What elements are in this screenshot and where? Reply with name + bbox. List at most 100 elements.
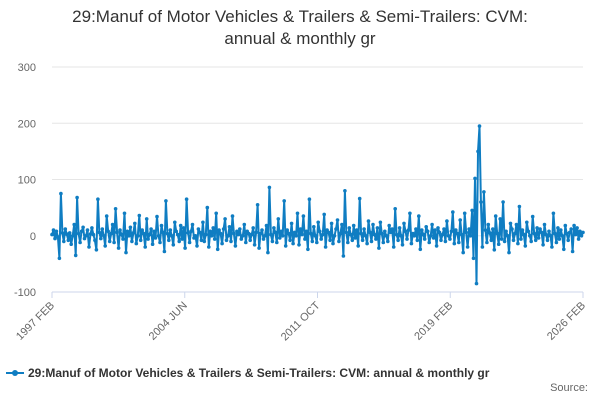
data-point bbox=[539, 230, 544, 235]
data-point bbox=[433, 228, 437, 232]
data-point bbox=[164, 199, 168, 203]
data-point bbox=[405, 237, 409, 241]
data-point bbox=[522, 232, 526, 237]
data-point bbox=[128, 225, 133, 230]
data-point bbox=[93, 238, 97, 243]
data-point bbox=[278, 236, 282, 240]
data-point bbox=[187, 240, 192, 245]
source-label: Source: bbox=[550, 382, 588, 394]
chart-title: 29:Manuf of Motor Vehicles & Trailers & … bbox=[72, 7, 528, 48]
data-point bbox=[51, 228, 56, 232]
data-point bbox=[79, 229, 84, 234]
data-point bbox=[91, 232, 96, 237]
data-point bbox=[381, 240, 386, 245]
data-point bbox=[383, 229, 387, 234]
data-point bbox=[402, 221, 406, 226]
data-point bbox=[227, 225, 232, 229]
data-point bbox=[190, 222, 195, 227]
data-point bbox=[107, 239, 112, 244]
data-point bbox=[526, 229, 531, 234]
data-point bbox=[360, 238, 365, 243]
data-point bbox=[461, 250, 466, 255]
data-point bbox=[208, 229, 213, 234]
data-point bbox=[241, 234, 245, 238]
data-point bbox=[223, 217, 227, 221]
data-point bbox=[50, 232, 54, 237]
data-point bbox=[181, 226, 186, 230]
data-point bbox=[491, 227, 495, 231]
data-point bbox=[400, 243, 405, 247]
data-point bbox=[69, 242, 73, 246]
data-point bbox=[459, 232, 464, 237]
data-point bbox=[553, 231, 557, 236]
data-point bbox=[446, 234, 451, 238]
data-point bbox=[505, 234, 510, 238]
data-point bbox=[260, 228, 264, 232]
data-point bbox=[468, 234, 473, 238]
data-point bbox=[349, 232, 353, 237]
data-point bbox=[485, 240, 489, 245]
data-point bbox=[254, 230, 258, 235]
data-point bbox=[528, 234, 532, 238]
data-point bbox=[368, 230, 372, 235]
data-point bbox=[371, 222, 375, 227]
data-point bbox=[434, 244, 439, 248]
grid-lines bbox=[52, 66, 583, 293]
data-point bbox=[486, 222, 491, 227]
data-point bbox=[184, 197, 189, 201]
data-point bbox=[482, 190, 486, 194]
data-point bbox=[196, 227, 201, 231]
data-point bbox=[57, 256, 62, 261]
data-point bbox=[88, 232, 93, 236]
data-point bbox=[87, 245, 91, 249]
data-point bbox=[209, 234, 214, 238]
data-point bbox=[246, 231, 251, 236]
data-point bbox=[292, 230, 297, 235]
data-point bbox=[451, 210, 455, 214]
data-point bbox=[183, 246, 187, 250]
legend[interactable]: 29:Manuf of Motor Vehicles & Trailers & … bbox=[6, 364, 489, 382]
data-point bbox=[560, 234, 565, 238]
data-point bbox=[103, 244, 107, 248]
data-point bbox=[119, 232, 124, 237]
data-point bbox=[567, 230, 572, 235]
data-point bbox=[106, 229, 110, 234]
data-point bbox=[390, 227, 395, 231]
x-axis-labels: 1997 FEB 2004 JUN 2011 OCT 2019 FEB 2026 FEB bbox=[14, 299, 588, 343]
data-point bbox=[535, 226, 539, 230]
data-point bbox=[517, 204, 522, 209]
data-point bbox=[464, 230, 469, 235]
data-point bbox=[230, 214, 235, 218]
data-point bbox=[436, 226, 440, 230]
legend-label: 29:Manuf of Motor Vehicles & Trailers & … bbox=[28, 366, 490, 380]
data-point bbox=[312, 225, 316, 229]
data-point bbox=[455, 231, 460, 236]
data-point bbox=[536, 236, 541, 240]
data-point bbox=[168, 228, 173, 232]
data-point bbox=[60, 231, 65, 235]
data-point bbox=[173, 220, 177, 225]
data-point bbox=[66, 238, 71, 243]
data-point bbox=[510, 227, 514, 231]
data-point bbox=[220, 241, 224, 246]
data-point bbox=[272, 226, 276, 230]
x-tick-label: 2019 FEB bbox=[412, 300, 455, 343]
data-point bbox=[297, 243, 301, 247]
data-point bbox=[525, 220, 529, 225]
data-point bbox=[218, 231, 223, 236]
data-point bbox=[579, 234, 584, 238]
data-point bbox=[270, 239, 275, 244]
data-point bbox=[569, 227, 573, 231]
data-point bbox=[501, 200, 505, 204]
data-point bbox=[418, 247, 423, 252]
data-point bbox=[175, 232, 180, 237]
data-point bbox=[375, 226, 380, 230]
data-point bbox=[331, 241, 335, 246]
data-point bbox=[334, 227, 338, 231]
data-point bbox=[396, 238, 400, 243]
data-point bbox=[198, 230, 202, 235]
data-point bbox=[82, 236, 87, 241]
data-point bbox=[473, 176, 477, 181]
data-point bbox=[489, 238, 494, 243]
